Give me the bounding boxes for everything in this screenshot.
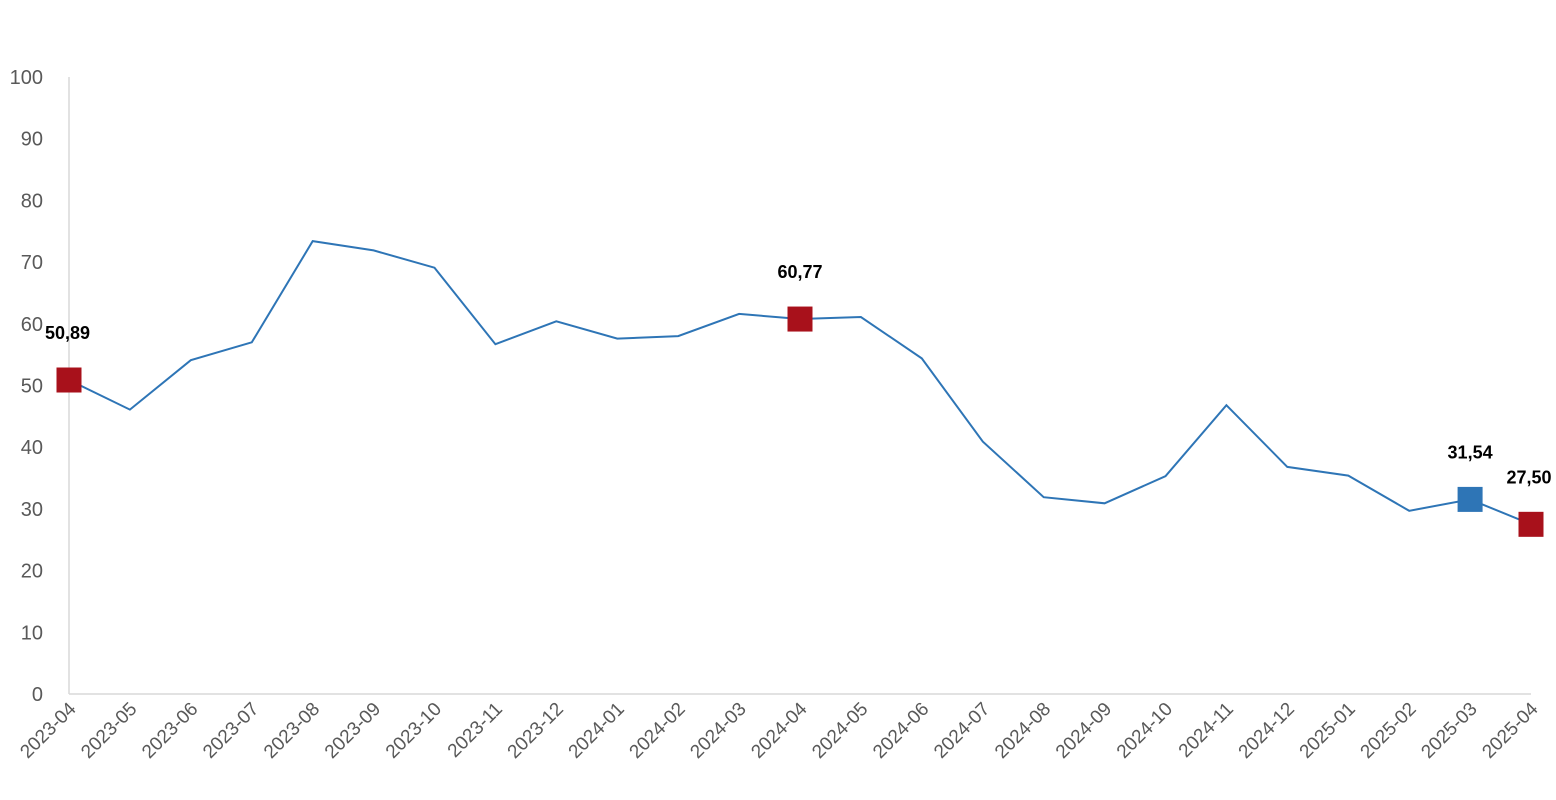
x-tick-label: 2024-08	[991, 699, 1055, 763]
x-tick-label: 2024-11	[1175, 699, 1238, 762]
highlight-marker	[787, 306, 813, 332]
x-tick-label: 2023-11	[444, 699, 507, 762]
highlight-markers	[56, 306, 1544, 537]
x-tick-label: 2024-05	[808, 699, 872, 763]
x-tick-label: 2023-08	[260, 699, 324, 763]
x-tick-label: 2023-12	[504, 699, 568, 763]
x-tick-label: 2024-06	[869, 699, 933, 763]
highlight-marker	[56, 367, 82, 393]
x-tick-label: 2024-04	[747, 698, 811, 762]
x-tick-label: 2023-07	[199, 699, 263, 763]
y-tick-label: 40	[21, 437, 43, 459]
x-tick-label: 2023-06	[138, 699, 202, 763]
data-labels: 50,89 60,77 31,54 27,50	[45, 262, 1552, 487]
x-tick-label: 2024-12	[1235, 699, 1299, 763]
x-tick-label: 2023-09	[321, 699, 385, 763]
y-tick-label: 10	[21, 622, 43, 644]
data-label: 50,89	[45, 323, 90, 343]
y-tick-label: 80	[21, 190, 43, 212]
x-tick-label: 2024-10	[1113, 699, 1177, 763]
y-tick-label: 60	[21, 314, 43, 336]
y-tick-label: 90	[21, 129, 43, 151]
x-tick-label: 2025-02	[1357, 699, 1421, 763]
x-tick-label: 2024-02	[626, 699, 690, 763]
x-tick-label: 2024-01	[565, 699, 629, 763]
y-tick-label: 50	[21, 376, 43, 398]
y-tick-label: 20	[21, 561, 43, 583]
data-label: 60,77	[777, 262, 822, 282]
x-tick-label: 2024-07	[930, 699, 994, 763]
y-tick-label: 100	[10, 67, 43, 89]
highlight-marker	[1457, 486, 1483, 512]
x-tick-label: 2023-10	[382, 699, 446, 763]
y-axis-ticks: 0 10 20 30 40 50 60 70 80 90 100	[10, 67, 43, 706]
highlight-marker	[1518, 511, 1544, 537]
data-label: 27,50	[1506, 467, 1551, 487]
x-tick-label: 2025-04	[1478, 698, 1542, 762]
y-tick-label: 70	[21, 252, 43, 274]
x-tick-label: 2024-03	[686, 699, 750, 763]
y-tick-label: 30	[21, 499, 43, 521]
x-tick-label: 2023-04	[16, 698, 80, 762]
x-tick-label: 2023-05	[77, 699, 141, 763]
y-tick-label: 0	[32, 684, 43, 706]
data-label: 31,54	[1448, 442, 1493, 462]
series-line	[68, 240, 1532, 526]
x-tick-label: 2025-03	[1417, 699, 1481, 763]
x-axis-ticks: 2023-042023-052023-062023-072023-082023-…	[16, 698, 1542, 762]
x-tick-label: 2025-01	[1296, 699, 1360, 763]
x-tick-label: 2024-09	[1052, 699, 1116, 763]
